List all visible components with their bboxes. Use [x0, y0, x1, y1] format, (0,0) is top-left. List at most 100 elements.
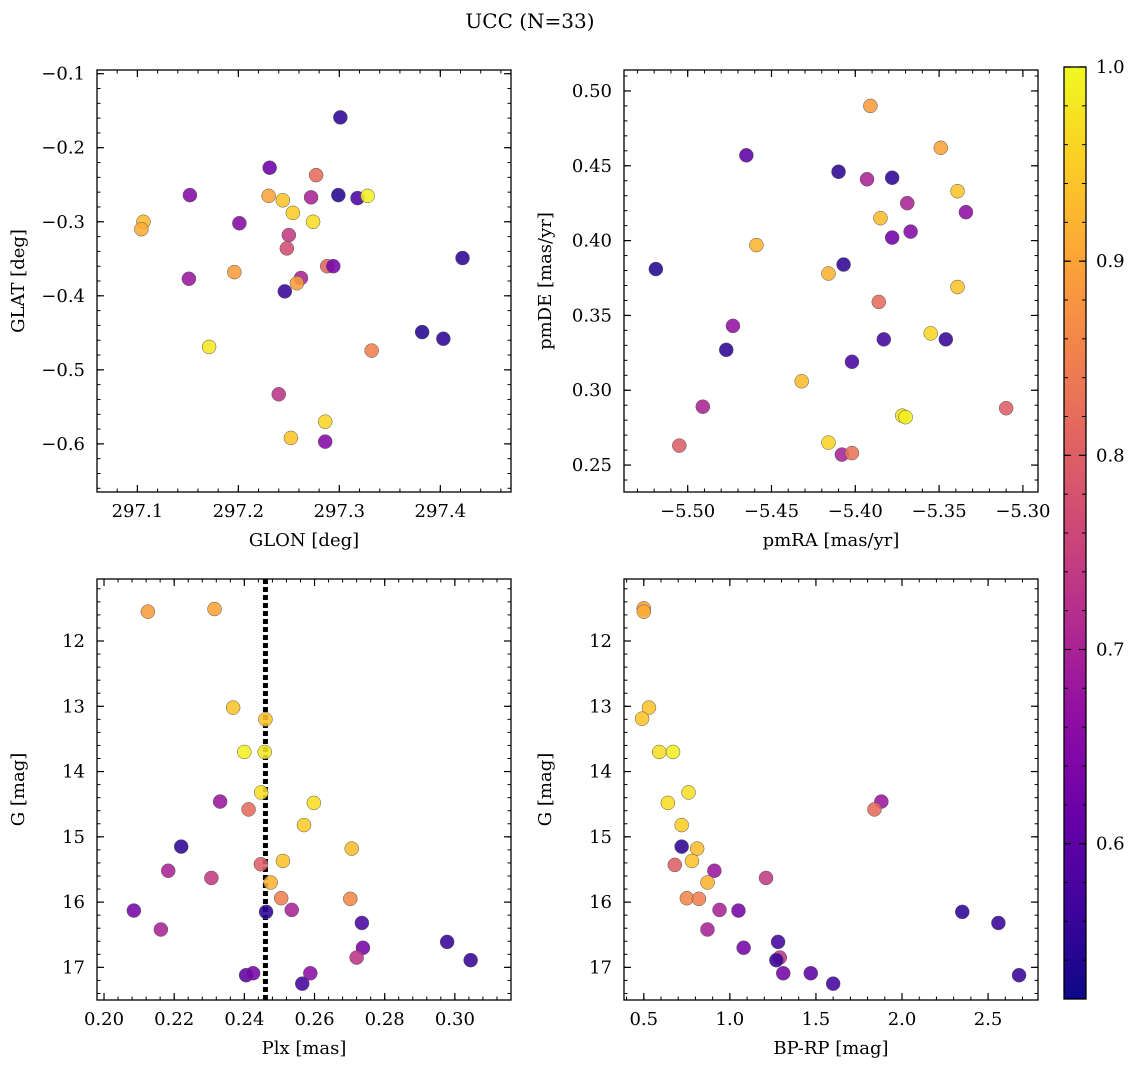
data-point	[898, 409, 913, 425]
colorbar-tick-label: 0.7	[1096, 640, 1125, 661]
data-point	[331, 187, 346, 203]
data-point	[684, 853, 700, 869]
y-tick-label: 0.25	[572, 455, 612, 476]
data-point	[275, 853, 291, 869]
data-point	[455, 250, 470, 266]
data-point	[844, 445, 860, 461]
data-point	[253, 856, 269, 872]
data-point	[794, 374, 809, 389]
data-point	[707, 863, 722, 879]
data-point	[204, 870, 219, 886]
y-tick-label: −0.2	[41, 138, 85, 159]
y-tick-label: −0.1	[41, 64, 85, 85]
x-axis-label: GLON [deg]	[249, 530, 359, 551]
data-point	[273, 890, 289, 906]
data-point	[306, 795, 322, 811]
data-point	[672, 438, 687, 453]
data-point	[281, 227, 297, 243]
y-tick-label: 0.40	[572, 231, 612, 252]
y-axis-label: G [mag]	[535, 753, 556, 826]
data-point	[825, 976, 841, 991]
data-point	[736, 940, 751, 956]
x-tick-label: 0.26	[294, 1009, 334, 1030]
x-tick-label: 297.4	[415, 501, 467, 522]
data-point	[731, 903, 746, 918]
data-point	[884, 170, 900, 185]
y-axis-label: G [mag]	[8, 753, 29, 826]
x-axis-label: pmRA [mas/yr]	[763, 530, 900, 551]
data-point	[212, 794, 228, 809]
y-axis-label: GLAT [deg]	[8, 229, 29, 333]
x-tick-label: 0.5	[629, 1009, 658, 1030]
y-tick-label: 14	[589, 762, 612, 783]
data-point	[775, 965, 791, 981]
data-point	[873, 210, 888, 226]
x-tick-label: −5.35	[912, 501, 967, 522]
panels: 297.1 297.2 297.3 297.4 −0.6 −0.5 −0.4 −0.3 −0.2…	[8, 64, 1051, 1059]
x-tick-label: 2.0	[888, 1009, 917, 1030]
data-point	[648, 261, 664, 277]
data-point	[271, 387, 287, 402]
data-point	[414, 324, 430, 340]
data-point	[326, 258, 341, 274]
data-point	[758, 870, 774, 886]
x-tick-label: 297.3	[314, 501, 366, 522]
data-point	[245, 965, 261, 981]
data-point	[923, 326, 938, 341]
data-point	[634, 711, 650, 726]
data-point	[262, 160, 277, 175]
data-point	[182, 187, 198, 203]
data-point	[303, 190, 319, 205]
data-point	[836, 257, 851, 272]
data-point	[201, 339, 217, 355]
colorbar-tick-label: 0.6	[1096, 834, 1125, 855]
data-point	[665, 744, 681, 760]
data-point	[308, 167, 324, 183]
data-point	[803, 965, 819, 981]
axes-frame	[96, 69, 512, 493]
data-point	[867, 802, 882, 817]
data-point	[689, 841, 705, 856]
data-point	[1011, 967, 1027, 983]
data-point	[241, 802, 256, 817]
data-point	[739, 148, 754, 163]
x-tick-label: −5.50	[660, 501, 715, 522]
y-tick-label: 12	[62, 631, 85, 652]
x-tick-label: 297.2	[213, 501, 265, 522]
data-point	[354, 915, 370, 931]
data-point	[844, 354, 860, 370]
data-point	[153, 922, 169, 937]
data-point	[253, 785, 269, 800]
data-point	[181, 271, 197, 287]
x-tick-label: 1.5	[802, 1009, 831, 1030]
data-point	[261, 188, 276, 204]
data-point	[439, 934, 455, 950]
data-point	[700, 922, 715, 937]
data-point	[884, 230, 900, 245]
y-tick-label: 15	[62, 827, 85, 848]
data-point	[258, 712, 273, 727]
data-point	[140, 604, 156, 619]
data-point	[749, 237, 764, 253]
data-point	[237, 744, 252, 760]
data-point	[998, 400, 1014, 416]
data-point	[305, 214, 321, 230]
data-point	[903, 224, 918, 239]
colorbar-tick-label: 1.0	[1096, 57, 1125, 78]
panel-glon-glat: 297.1 297.2 297.3 297.4 −0.6 −0.5 −0.4 −0.3 −0.2…	[8, 64, 512, 551]
data-point	[674, 839, 689, 854]
data-point	[641, 700, 657, 715]
data-point	[289, 275, 305, 291]
data-point	[284, 902, 299, 918]
data-point	[821, 435, 836, 450]
y-tick-label: 0.35	[572, 305, 612, 326]
axes-frame	[623, 578, 1039, 1001]
data-point	[436, 331, 451, 346]
axes-frame	[96, 578, 512, 1001]
colorbar-frame	[1063, 66, 1087, 1000]
data-point	[277, 284, 293, 299]
data-point	[636, 604, 652, 619]
data-point	[227, 264, 242, 280]
y-tick-label: −0.6	[41, 434, 85, 455]
